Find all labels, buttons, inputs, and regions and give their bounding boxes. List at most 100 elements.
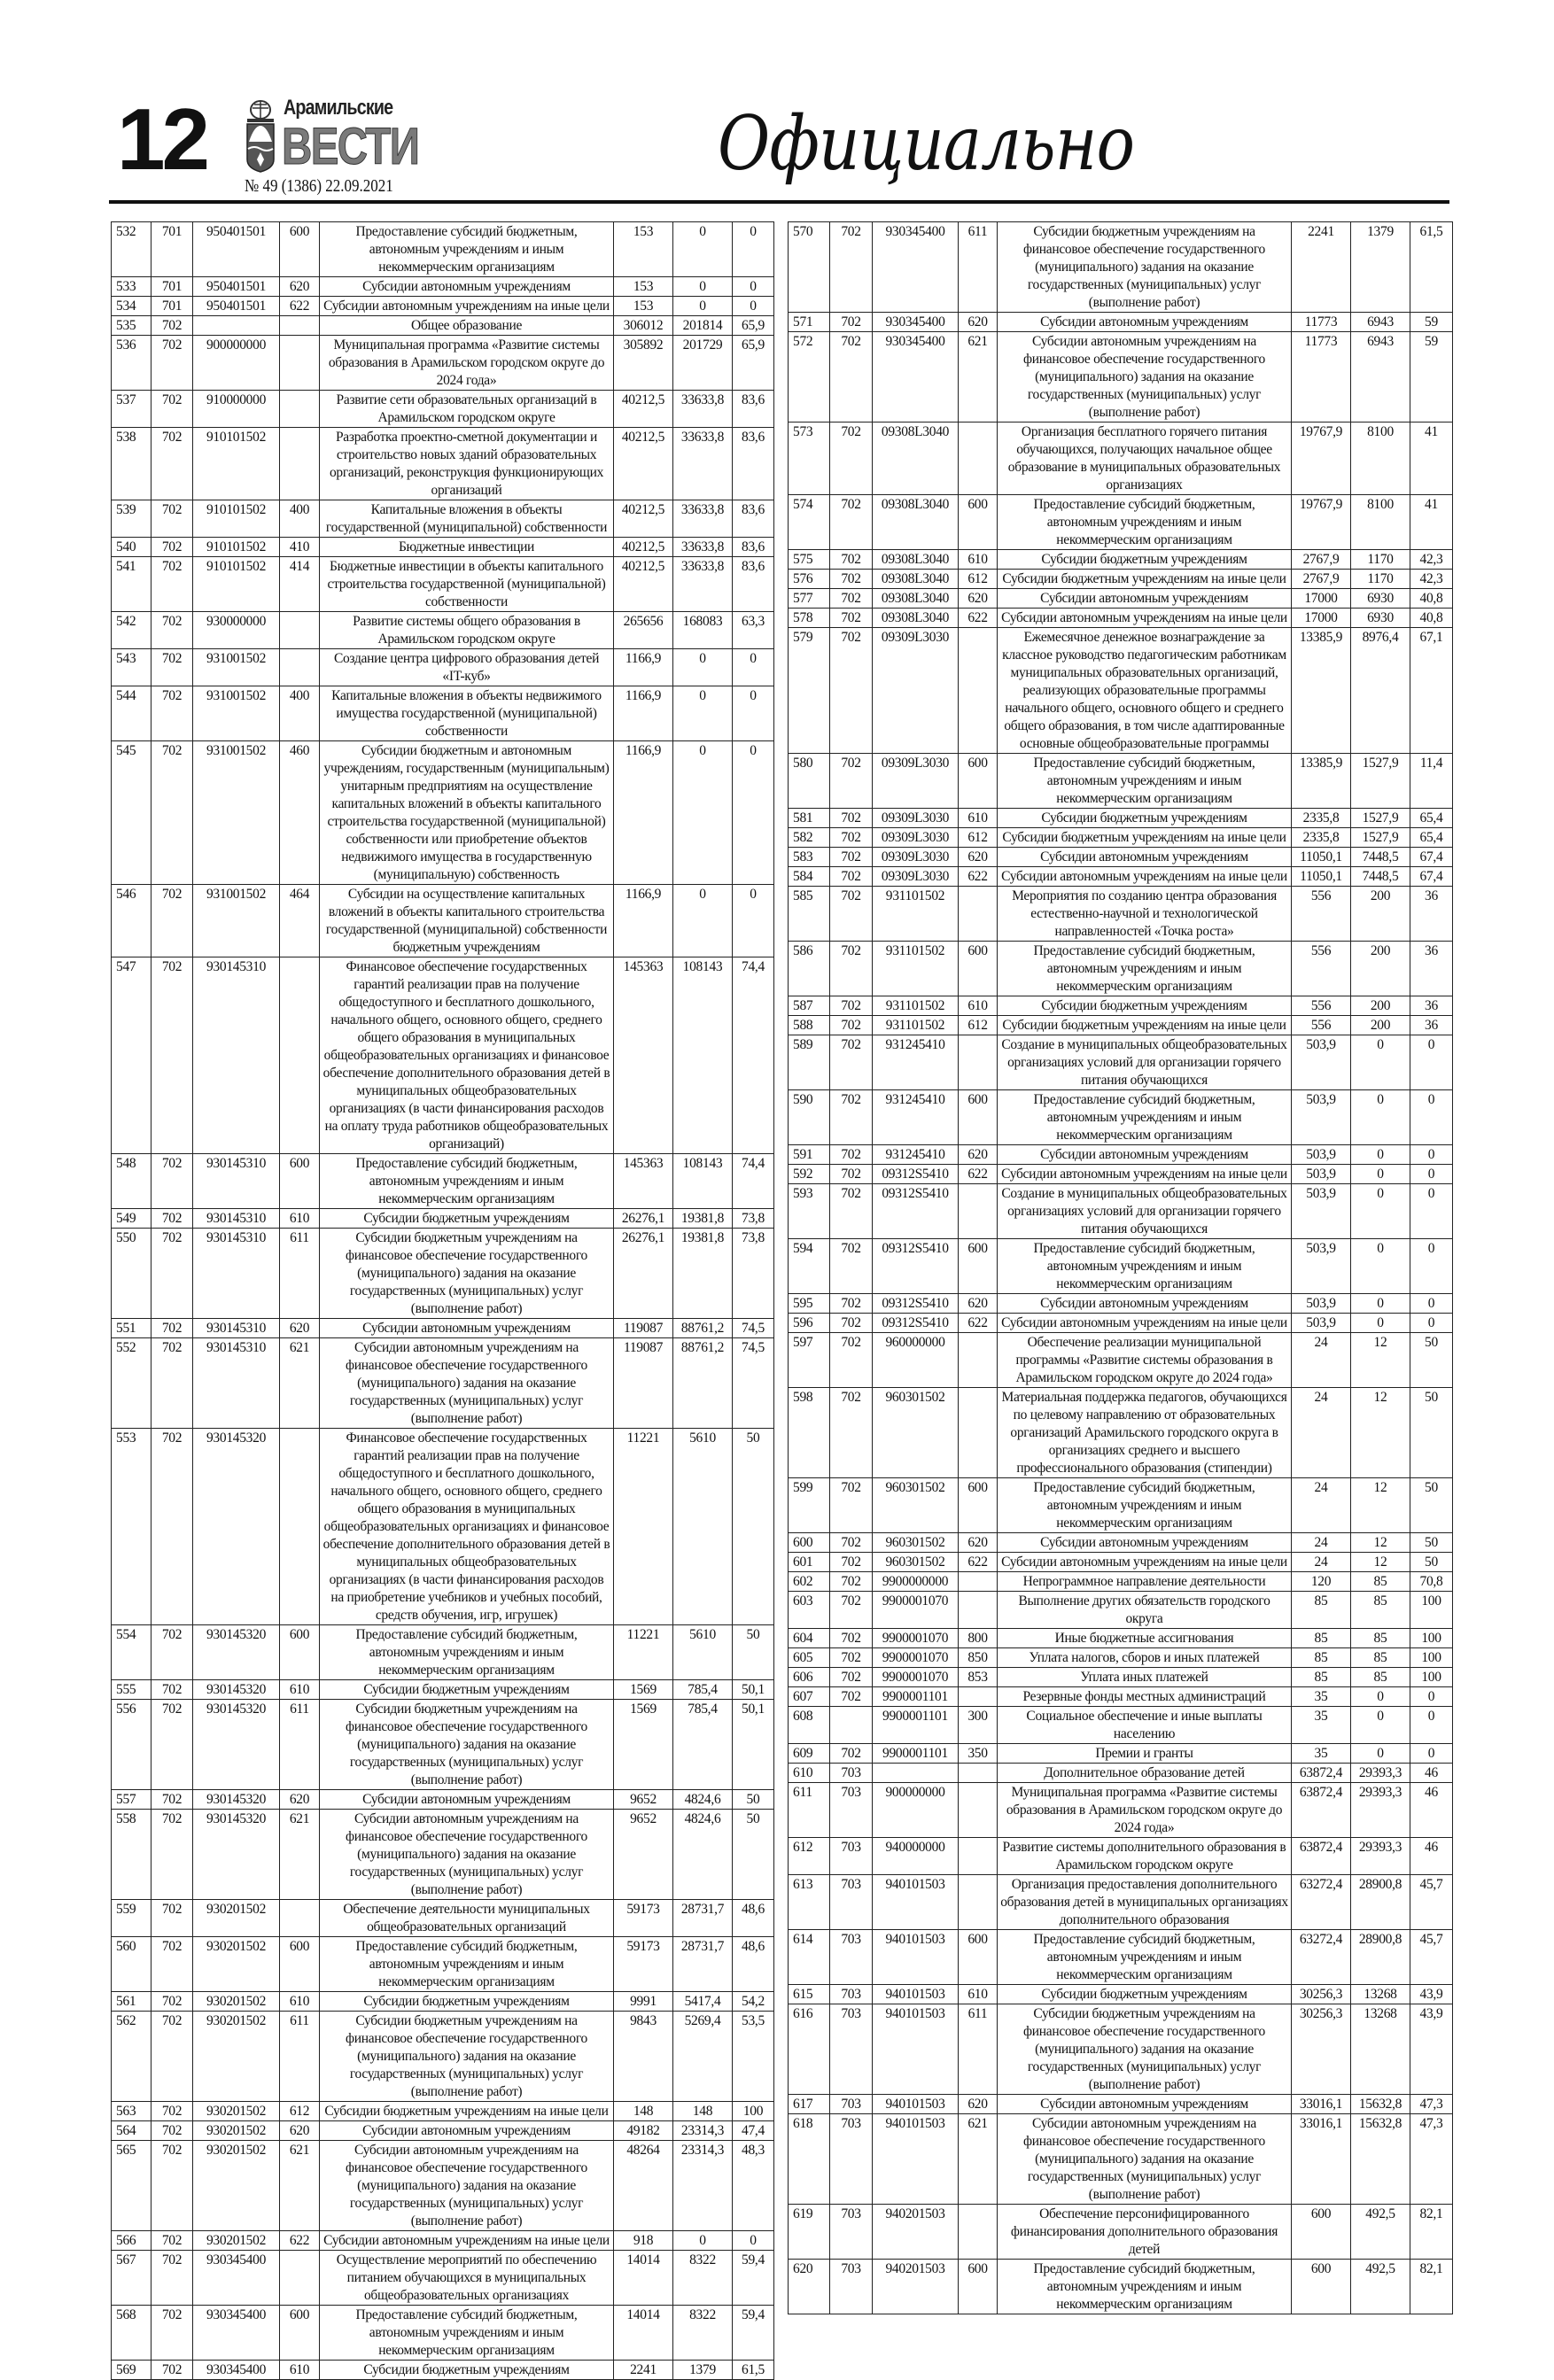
table-row: 599 702 960301502 600 Предоставление субсиди… bbox=[788, 1477, 1453, 1533]
executed-amount: 28900,8 bbox=[1350, 1874, 1410, 1930]
expense-type bbox=[279, 957, 320, 1154]
table-row: 586 702 931101502 600 Предоставление субсиди… bbox=[788, 941, 1453, 996]
target-code: 940201503 bbox=[872, 2204, 959, 2260]
execution-percent: 48,3 bbox=[732, 2140, 774, 2231]
table-row: 590 702 931245410 600 Предоставление субсиди… bbox=[788, 1089, 1453, 1145]
row-number: 535 bbox=[111, 315, 152, 336]
executed-amount: 29393,3 bbox=[1350, 1782, 1410, 1838]
description: Субсидии бюджетным учреждениям на иные ц… bbox=[997, 569, 1292, 589]
section-code: 703 bbox=[829, 1782, 873, 1838]
section-code: 702 bbox=[829, 1089, 873, 1145]
execution-percent: 83,6 bbox=[732, 556, 774, 612]
row-number: 609 bbox=[788, 1743, 830, 1764]
section-code: 702 bbox=[829, 1552, 873, 1572]
executed-amount: 33633,8 bbox=[672, 537, 733, 557]
execution-percent: 0 bbox=[1410, 1164, 1453, 1184]
expense-type bbox=[958, 1782, 998, 1838]
executed-amount: 0 bbox=[1350, 1293, 1410, 1314]
expense-type: 464 bbox=[279, 884, 320, 957]
planned-amount: 59173 bbox=[613, 1936, 673, 1992]
expense-type: 850 bbox=[958, 1647, 998, 1668]
planned-amount: 63872,4 bbox=[1291, 1782, 1351, 1838]
row-number: 545 bbox=[111, 740, 152, 885]
target-code: 930145320 bbox=[192, 1809, 280, 1900]
target-code: 930201502 bbox=[192, 2230, 280, 2251]
executed-amount: 0 bbox=[1350, 1238, 1410, 1294]
execution-percent: 36 bbox=[1410, 886, 1453, 942]
executed-amount: 6943 bbox=[1350, 312, 1410, 332]
target-code: 930145310 bbox=[192, 1228, 280, 1319]
execution-percent: 82,1 bbox=[1410, 2204, 1453, 2260]
section-code: 703 bbox=[829, 1929, 873, 1985]
executed-amount: 12 bbox=[1350, 1387, 1410, 1478]
expense-type bbox=[279, 427, 320, 500]
description: Субсидии автономным учреждениям bbox=[319, 276, 614, 297]
description: Субсидии автономным учреждениям на иные … bbox=[997, 1313, 1292, 1333]
planned-amount: 556 bbox=[1291, 886, 1351, 942]
execution-percent: 73,8 bbox=[732, 1228, 774, 1319]
executed-amount: 6943 bbox=[1350, 331, 1410, 423]
expense-type: 620 bbox=[279, 1318, 320, 1338]
executed-amount: 0 bbox=[672, 276, 733, 297]
executed-amount: 15632,8 bbox=[1350, 2113, 1410, 2205]
row-number: 568 bbox=[111, 2305, 152, 2361]
executed-amount: 1527,9 bbox=[1350, 753, 1410, 809]
table-row: 601 702 960301502 622 Субсидии автономным уч… bbox=[788, 1552, 1453, 1572]
row-number: 577 bbox=[788, 588, 830, 609]
description: Мероприятия по созданию центра образован… bbox=[997, 886, 1292, 942]
planned-amount: 600 bbox=[1291, 2204, 1351, 2260]
row-number: 532 bbox=[111, 221, 152, 277]
execution-percent: 48,6 bbox=[732, 1936, 774, 1992]
section-code: 703 bbox=[829, 1837, 873, 1875]
target-code: 09308L3040 bbox=[872, 588, 959, 609]
row-number: 580 bbox=[788, 753, 830, 809]
executed-amount: 492,5 bbox=[1350, 2259, 1410, 2314]
table-row: 544 702 931001502 400 Капитальные вложения в… bbox=[111, 686, 774, 741]
table-row: 550 702 930145310 611 Субсидии бюджетным учр… bbox=[111, 1228, 774, 1319]
execution-percent: 53,5 bbox=[732, 2011, 774, 2102]
table-row: 596 702 09312S5410 622 Субсидии автономным у… bbox=[788, 1313, 1453, 1333]
table-row: 572 702 930345400 621 Субсидии автономным уч… bbox=[788, 331, 1453, 423]
expense-type bbox=[958, 886, 998, 942]
target-code: 900000000 bbox=[872, 1782, 959, 1838]
row-number: 552 bbox=[111, 1337, 152, 1429]
expense-type: 610 bbox=[958, 549, 998, 570]
table-row: 577 702 09308L3040 620 Субсидии автономным у… bbox=[788, 588, 1453, 609]
planned-amount: 2335,8 bbox=[1291, 808, 1351, 828]
description: Субсидии автономным учреждениям bbox=[319, 1318, 614, 1338]
description: Обеспечение реализации муниципальной про… bbox=[997, 1332, 1292, 1388]
table-row: 569 702 930345400 610 Субсидии бюджетным учр… bbox=[111, 2360, 774, 2380]
section-code: 702 bbox=[151, 1679, 193, 1700]
section-code: 702 bbox=[829, 1035, 873, 1090]
execution-percent: 0 bbox=[732, 686, 774, 741]
target-code: 930201502 bbox=[192, 2011, 280, 2102]
execution-percent: 65,9 bbox=[732, 335, 774, 391]
execution-percent: 0 bbox=[1410, 1313, 1453, 1333]
expense-type: 621 bbox=[279, 1809, 320, 1900]
target-code: 930145310 bbox=[192, 957, 280, 1154]
row-number: 612 bbox=[788, 1837, 830, 1875]
target-code: 930145310 bbox=[192, 1337, 280, 1429]
planned-amount: 2335,8 bbox=[1291, 827, 1351, 848]
table-row: 538 702 910101502 Разработка проектно-сметн… bbox=[111, 427, 774, 500]
execution-percent: 36 bbox=[1410, 941, 1453, 996]
target-code: 930145320 bbox=[192, 1699, 280, 1790]
executed-amount: 23314,3 bbox=[672, 2120, 733, 2141]
table-row: 578 702 09308L3040 622 Субсидии автономным у… bbox=[788, 608, 1453, 628]
section-code: 702 bbox=[151, 1699, 193, 1790]
planned-amount: 63872,4 bbox=[1291, 1837, 1351, 1875]
executed-amount: 8976,4 bbox=[1350, 627, 1410, 754]
target-code: 960301502 bbox=[872, 1552, 959, 1572]
execution-percent: 54,2 bbox=[732, 1991, 774, 2012]
description: Субсидии автономным учреждениям на иные … bbox=[997, 866, 1292, 887]
planned-amount: 35 bbox=[1291, 1706, 1351, 1744]
description: Организация предоставления дополнительно… bbox=[997, 1874, 1292, 1930]
execution-percent: 65,4 bbox=[1410, 827, 1453, 848]
execution-percent: 100 bbox=[1410, 1628, 1453, 1648]
executed-amount: 85 bbox=[1350, 1591, 1410, 1629]
row-number: 562 bbox=[111, 2011, 152, 2102]
row-number: 544 bbox=[111, 686, 152, 741]
execution-percent: 0 bbox=[732, 740, 774, 885]
table-row: 588 702 931101502 612 Субсидии бюджетным учр… bbox=[788, 1015, 1453, 1035]
target-code: 940101503 bbox=[872, 1874, 959, 1930]
